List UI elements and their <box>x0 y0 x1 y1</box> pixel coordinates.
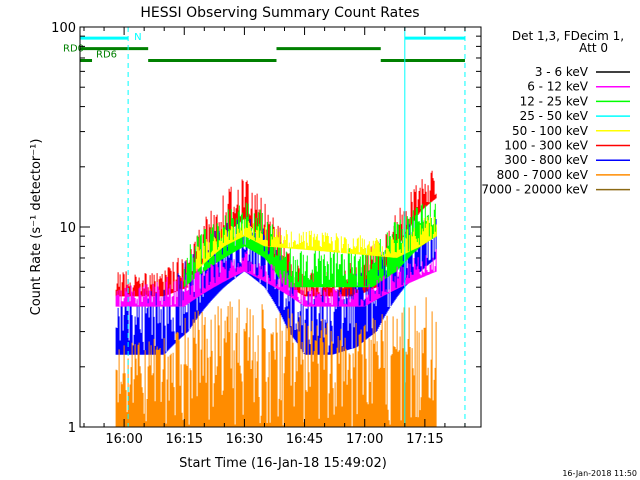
x-tick-label: 17:15 <box>406 432 443 447</box>
envelope-4-strokes <box>195 216 437 272</box>
y-tick-label: 100 <box>51 21 76 36</box>
envelope-5-strokes <box>115 249 437 307</box>
y-tick-label: 10 <box>59 221 76 236</box>
data-envelopes <box>115 170 437 427</box>
x-tick-label: 17:00 <box>346 432 383 447</box>
legend-label-2: 6 - 12 keV <box>527 80 589 94</box>
envelope-6-strokes <box>115 297 437 427</box>
footer-timestamp: 16-Jan-2018 11:50 <box>562 469 637 478</box>
legend-label-8: 800 - 7000 keV <box>497 168 589 182</box>
legend-label-4: 25 - 50 keV <box>520 109 589 123</box>
envelope-6 <box>115 297 437 427</box>
legend-title-line-2: Att 0 <box>579 41 608 55</box>
chart-title: HESSI Observing Summary Count Rates <box>140 5 419 21</box>
envelope-5 <box>115 249 437 307</box>
x-tick-label: 16:00 <box>105 432 142 447</box>
x-tick-label: 16:30 <box>226 432 263 447</box>
annotation-label-7: RD6 <box>96 49 117 60</box>
legend-label-6: 100 - 300 keV <box>504 139 588 153</box>
legend-label-3: 12 - 25 keV <box>520 94 589 108</box>
legend-label-1: 3 - 6 keV <box>535 65 589 79</box>
legend-title-line-1: Det 1,3, FDecim 1, <box>512 29 624 43</box>
mode-annotations: N RD0 RD6 <box>63 32 465 62</box>
envelope-3-strokes <box>183 201 437 288</box>
y-tick-label: 1 <box>68 421 76 436</box>
x-tick-label: 16:45 <box>286 432 323 447</box>
x-axis-label: Start Time (16-Jan-18 15:49:02) <box>179 456 387 471</box>
y-axis-label: Count Rate (s⁻¹ detector⁻¹) <box>29 139 44 316</box>
envelope-3 <box>183 201 437 288</box>
annotation-label-1: N <box>134 32 141 43</box>
legend-label-9: 7000 - 20000 keV <box>481 183 588 197</box>
envelope-4 <box>195 216 437 272</box>
legend-label-7: 300 - 800 keV <box>504 153 588 167</box>
x-axis: 16:00 16:15 16:30 16:45 17:00 17:15 <box>83 27 466 447</box>
y-axis: 1 10 100 <box>51 21 481 436</box>
annotation-label-3: RD0 <box>63 44 84 55</box>
legend-label-5: 50 - 100 keV <box>512 124 589 138</box>
x-tick-label: 16:15 <box>166 432 203 447</box>
